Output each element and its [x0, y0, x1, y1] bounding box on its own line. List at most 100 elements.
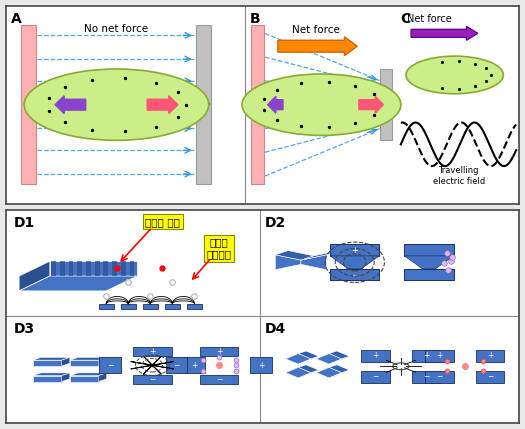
Text: B: B: [250, 12, 260, 25]
Bar: [99, 357, 121, 373]
Bar: [361, 371, 390, 383]
Polygon shape: [329, 365, 350, 373]
Text: D3: D3: [14, 322, 35, 336]
Bar: [412, 350, 440, 362]
Polygon shape: [99, 373, 107, 381]
Text: +: +: [149, 347, 155, 356]
Text: −: −: [149, 375, 155, 384]
Polygon shape: [286, 367, 311, 378]
FancyArrow shape: [359, 96, 383, 113]
Text: +: +: [216, 347, 222, 356]
Polygon shape: [61, 357, 70, 366]
Text: Net force: Net force: [292, 25, 340, 35]
Bar: [165, 304, 180, 309]
Polygon shape: [121, 261, 125, 276]
Polygon shape: [301, 251, 339, 260]
Polygon shape: [70, 373, 107, 376]
Circle shape: [24, 69, 209, 140]
Polygon shape: [329, 356, 350, 364]
Text: +: +: [258, 361, 265, 370]
Bar: [250, 357, 272, 373]
Bar: [476, 371, 505, 383]
FancyArrow shape: [278, 37, 358, 56]
Text: Travelling
electric field: Travelling electric field: [433, 166, 485, 186]
Polygon shape: [301, 255, 327, 270]
Polygon shape: [103, 261, 108, 276]
Bar: [20, 25, 36, 184]
Polygon shape: [77, 261, 82, 276]
Bar: [476, 350, 505, 362]
Bar: [404, 244, 454, 256]
Text: +: +: [372, 351, 379, 360]
Polygon shape: [329, 370, 350, 378]
FancyArrow shape: [268, 96, 283, 113]
Circle shape: [406, 56, 503, 94]
Text: −: −: [173, 361, 180, 370]
Text: −: −: [380, 97, 392, 112]
Polygon shape: [404, 256, 454, 269]
Text: D4: D4: [265, 322, 286, 336]
Bar: [166, 357, 187, 373]
Bar: [133, 375, 172, 384]
Polygon shape: [19, 261, 50, 291]
Text: −: −: [372, 372, 379, 381]
Text: No net force: No net force: [85, 24, 149, 34]
Polygon shape: [99, 357, 107, 366]
Polygon shape: [69, 261, 74, 276]
Polygon shape: [316, 353, 342, 364]
Polygon shape: [316, 367, 342, 378]
Bar: [425, 350, 454, 362]
Polygon shape: [298, 356, 319, 364]
Text: −: −: [423, 372, 429, 381]
Text: −: −: [196, 96, 211, 114]
Bar: [133, 347, 172, 356]
FancyArrow shape: [411, 27, 478, 40]
Polygon shape: [130, 261, 134, 276]
Bar: [425, 371, 454, 383]
Bar: [196, 25, 211, 184]
Text: D1: D1: [14, 215, 35, 230]
Polygon shape: [50, 261, 137, 276]
Text: D2: D2: [265, 215, 286, 230]
Bar: [184, 357, 205, 373]
Polygon shape: [70, 360, 99, 366]
Polygon shape: [33, 376, 61, 381]
Polygon shape: [286, 353, 311, 364]
Bar: [143, 304, 158, 309]
Text: −: −: [107, 361, 113, 370]
Bar: [330, 244, 380, 256]
Text: −: −: [216, 375, 222, 384]
Polygon shape: [86, 261, 91, 276]
Polygon shape: [61, 373, 70, 381]
Polygon shape: [275, 255, 301, 270]
Bar: [200, 347, 238, 356]
Bar: [251, 25, 264, 184]
Bar: [99, 304, 114, 309]
Polygon shape: [60, 261, 65, 276]
Text: +: +: [22, 96, 35, 114]
Text: +: +: [251, 97, 264, 112]
Text: A: A: [12, 12, 22, 25]
Polygon shape: [298, 351, 319, 359]
Polygon shape: [329, 351, 350, 359]
Polygon shape: [33, 357, 70, 360]
Bar: [361, 350, 390, 362]
Text: +: +: [423, 351, 429, 360]
Polygon shape: [94, 261, 100, 276]
Polygon shape: [70, 357, 107, 360]
Bar: [380, 69, 392, 140]
Text: +: +: [436, 351, 443, 360]
FancyArrow shape: [55, 96, 86, 114]
Polygon shape: [51, 261, 56, 276]
Circle shape: [242, 74, 401, 136]
Text: 비균질
전기력선: 비균질 전기력선: [206, 238, 232, 259]
Text: C: C: [400, 12, 410, 25]
Text: −: −: [351, 271, 358, 280]
Bar: [404, 269, 454, 280]
Polygon shape: [33, 360, 61, 366]
Bar: [330, 269, 380, 280]
Polygon shape: [330, 256, 380, 269]
Text: +: +: [192, 361, 198, 370]
Polygon shape: [112, 261, 117, 276]
Text: −: −: [487, 372, 494, 381]
